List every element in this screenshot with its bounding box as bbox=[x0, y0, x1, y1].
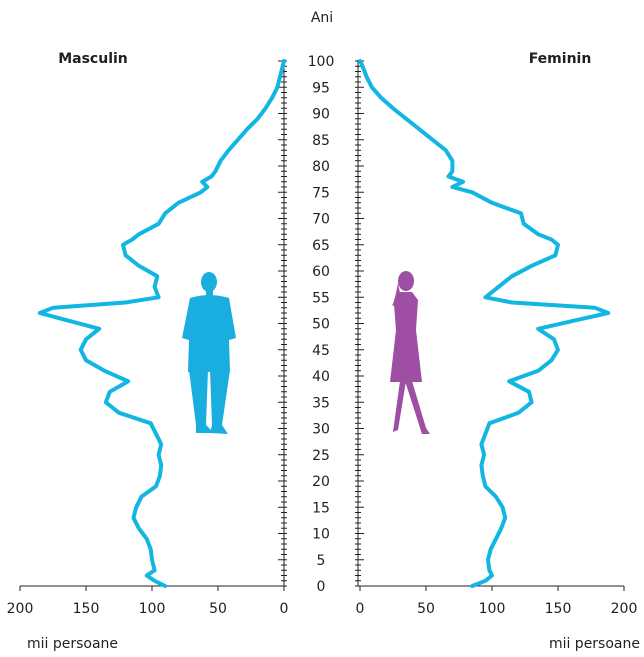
male-value-ticks: 0 50 100 150 200 bbox=[7, 586, 289, 617]
male-unit-label: mii persoane bbox=[27, 636, 118, 652]
male-value-tick-label: 150 bbox=[73, 601, 100, 617]
age-tick-label: 100 bbox=[308, 54, 335, 70]
female-value-tick-label: 0 bbox=[356, 601, 365, 617]
age-tick-label: 55 bbox=[312, 290, 330, 306]
age-tick-label: 25 bbox=[312, 448, 330, 464]
male-series-line bbox=[37, 59, 286, 588]
female-value-tick-label: 200 bbox=[611, 601, 638, 617]
age-axis-title: Ani bbox=[311, 10, 333, 26]
male-value-tick-label: 100 bbox=[139, 601, 166, 617]
male-value-tick-label: 200 bbox=[7, 601, 34, 617]
female-silhouette-icon bbox=[390, 271, 430, 434]
female-value-tick-label: 100 bbox=[479, 601, 506, 617]
age-tick-label: 80 bbox=[312, 159, 330, 175]
age-tick-labels: 0 5 10 15 20 25 30 35 40 45 50 55 60 65 70 75 80 85 90 95 10… bbox=[308, 54, 335, 595]
age-tick-label: 85 bbox=[312, 133, 330, 149]
female-series-line bbox=[358, 59, 611, 588]
age-tick-label: 30 bbox=[312, 422, 330, 438]
age-tick-label: 15 bbox=[312, 500, 330, 516]
age-tick-label: 40 bbox=[312, 369, 330, 385]
age-minor-ticks bbox=[278, 60, 364, 587]
age-tick-label: 75 bbox=[312, 185, 330, 201]
age-tick-label: 45 bbox=[312, 343, 330, 359]
age-tick-label: 5 bbox=[317, 553, 326, 569]
age-tick-label: 20 bbox=[312, 474, 330, 490]
female-unit-label: mii persoane bbox=[549, 636, 640, 652]
age-tick-label: 10 bbox=[312, 527, 330, 543]
age-tick-label: 35 bbox=[312, 395, 330, 411]
female-value-tick-label: 150 bbox=[545, 601, 572, 617]
female-value-ticks: 0 50 100 150 200 bbox=[356, 586, 638, 617]
age-tick-label: 50 bbox=[312, 317, 330, 333]
female-panel-title: Feminin bbox=[529, 51, 592, 67]
male-panel-title: Masculin bbox=[58, 51, 128, 67]
male-silhouette-icon bbox=[182, 272, 236, 434]
female-value-tick-label: 50 bbox=[417, 601, 435, 617]
age-tick-label: 95 bbox=[312, 80, 330, 96]
age-tick-label: 90 bbox=[312, 107, 330, 123]
age-tick-label: 70 bbox=[312, 212, 330, 228]
age-tick-label: 60 bbox=[312, 264, 330, 280]
male-value-tick-label: 0 bbox=[280, 601, 289, 617]
age-tick-label: 65 bbox=[312, 238, 330, 254]
male-value-tick-label: 50 bbox=[209, 601, 227, 617]
age-tick-label: 0 bbox=[317, 579, 326, 595]
